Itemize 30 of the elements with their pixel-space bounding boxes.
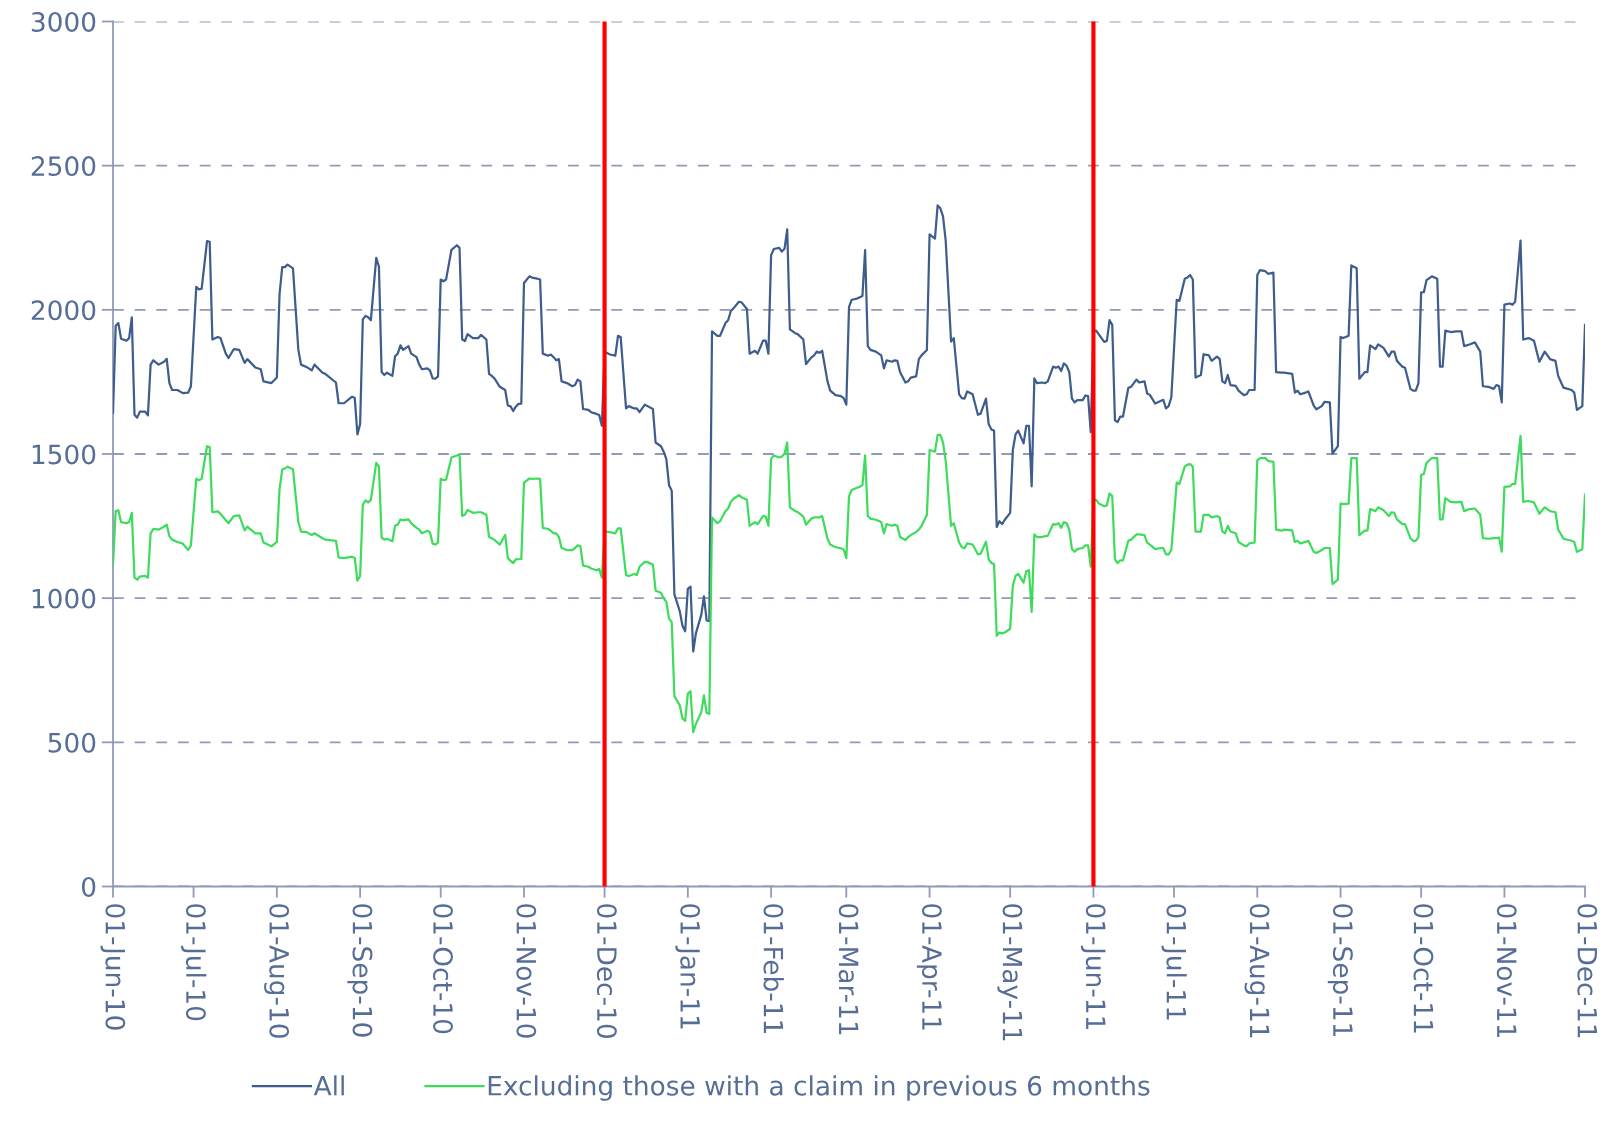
x-tick-label: 01-Dec-11 (1577, 904, 1598, 1038)
x-tick-label: 01-Sep-11 (1327, 904, 1353, 1036)
x-tick-label: 01-Oct-10 (433, 904, 454, 1034)
x-tick-label: 01-Jun-11 (1080, 904, 1106, 1029)
x-tick-label: 01-Dec-10 (596, 904, 617, 1038)
x-tick-label: 01-Oct-11 (1413, 904, 1434, 1033)
x-tick-label: 01-Jan-11 (675, 904, 701, 1029)
x-tick-label: 01-Sep-10 (347, 904, 373, 1037)
x-tick-label: 01-May-11 (997, 904, 1023, 1041)
line-series (113, 204, 1585, 653)
x-tick-label: 01-Aug-10 (264, 904, 290, 1038)
x-tick-label: 01-Mar-11 (838, 904, 859, 1035)
x-tick-label: 01-Apr-11 (916, 904, 942, 1030)
legend-label: Excluding those with a claim in previous 6 months (488, 1075, 1150, 1101)
x-tick-label: 01-Feb-11 (763, 904, 784, 1033)
y-tick-label: 2000 (31, 300, 96, 321)
x-tick-label: 01-Jul-11 (1161, 904, 1187, 1020)
x-tick-label: 01-Jul-10 (181, 904, 207, 1021)
y-tick-label: 3000 (31, 11, 96, 32)
y-tick-label: 500 (48, 732, 96, 753)
x-tick-label: 01-Jun-10 (100, 904, 126, 1030)
x-tick-label: 01-Nov-10 (516, 904, 537, 1038)
y-tick-label: 1000 (32, 588, 96, 609)
y-tick-label: 1500 (32, 444, 96, 465)
y-tick-label: 2500 (31, 156, 96, 177)
x-tick-label: 01-Nov-11 (1496, 904, 1517, 1038)
x-tick-label: 01-Aug-11 (1244, 904, 1270, 1038)
line-series (113, 433, 1585, 734)
y-tick-label: 0 (81, 876, 96, 897)
legend-label: All (313, 1075, 344, 1096)
